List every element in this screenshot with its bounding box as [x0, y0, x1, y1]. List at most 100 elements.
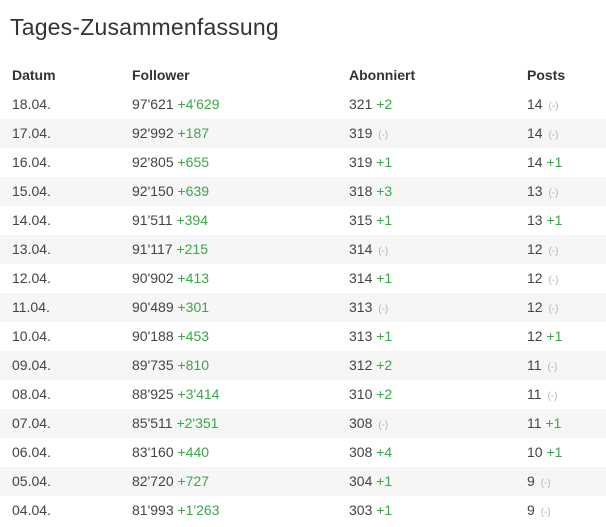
follower-cell: 83'160 +440 — [132, 438, 209, 467]
follower-cell-value: 90'489 — [132, 299, 174, 315]
posts-cell-delta: +1 — [546, 154, 563, 170]
follower-cell: 92'805 +655 — [132, 148, 209, 177]
date-cell: 16.04. — [12, 148, 51, 177]
posts-cell-value: 11 — [527, 386, 542, 402]
posts-cell-value: 13 — [527, 183, 543, 199]
follower-cell: 90'489 +301 — [132, 293, 209, 322]
subscribed-cell-delta: +1 — [376, 212, 393, 228]
posts-cell-delta: (-) — [540, 478, 551, 489]
posts-cell-delta: (-) — [548, 188, 559, 199]
subscribed-cell-delta: (-) — [378, 130, 389, 141]
posts-cell-value: 12 — [527, 299, 543, 315]
subscribed-cell: 308 (-) — [349, 409, 388, 440]
posts-cell: 12 (-) — [527, 293, 558, 324]
posts-cell: 13 (-) — [527, 177, 558, 208]
posts-cell-delta: (-) — [548, 246, 559, 257]
column-header-posts: Posts — [527, 67, 566, 83]
subscribed-cell-value: 319 — [349, 154, 373, 170]
date-cell-value: 04.04. — [12, 502, 51, 518]
follower-cell: 89'735 +810 — [132, 351, 209, 380]
subscribed-cell-value: 308 — [349, 415, 373, 431]
subscribed-cell: 304 +1 — [349, 467, 392, 496]
subscribed-cell-value: 314 — [349, 241, 373, 257]
follower-cell-value: 90'188 — [132, 328, 174, 344]
posts-cell-value: 11 — [527, 415, 542, 431]
subscribed-cell: 312 +2 — [349, 351, 392, 380]
posts-cell: 9 (-) — [527, 467, 551, 498]
posts-cell-value: 10 — [527, 444, 543, 460]
subscribed-cell-value: 303 — [349, 502, 373, 518]
posts-cell-delta: +1 — [546, 328, 563, 344]
date-cell-value: 11.04. — [12, 299, 50, 315]
date-cell-value: 16.04. — [12, 154, 51, 170]
subscribed-cell-value: 308 — [349, 444, 373, 460]
date-cell-value: 15.04. — [12, 183, 51, 199]
follower-cell-value: 92'992 — [132, 125, 174, 141]
subscribed-cell: 314 +1 — [349, 264, 392, 293]
table-row: 13.04. 91'117 +215 314 (-) 12 (-) — [0, 235, 606, 264]
subscribed-cell-value: 313 — [349, 328, 373, 344]
posts-cell-value: 9 — [527, 473, 535, 489]
follower-cell-delta: +413 — [177, 270, 210, 286]
date-cell-value: 09.04. — [12, 357, 51, 373]
follower-cell-value: 88'925 — [132, 386, 174, 402]
follower-cell-delta: +215 — [176, 241, 209, 257]
table-row: 16.04. 92'805 +655 319 +1 14 +1 — [0, 148, 606, 177]
table-row: 14.04. 91'511 +394 315 +1 13 +1 — [0, 206, 606, 235]
subscribed-cell-value: 319 — [349, 125, 373, 141]
table-row: 04.04. 81'993 +1'263 303 +1 9 (-) — [0, 496, 606, 525]
follower-cell-value: 83'160 — [132, 444, 174, 460]
subscribed-cell-delta: +1 — [376, 473, 393, 489]
posts-cell-value: 11 — [527, 357, 542, 373]
subscribed-cell: 313 +1 — [349, 322, 392, 351]
follower-cell: 92'150 +639 — [132, 177, 209, 206]
follower-cell-delta: +440 — [177, 444, 210, 460]
follower-cell-value: 90'902 — [132, 270, 174, 286]
subscribed-cell-value: 313 — [349, 299, 373, 315]
subscribed-cell: 319 (-) — [349, 119, 388, 150]
posts-cell: 12 +1 — [527, 322, 562, 351]
posts-cell-delta: +1 — [546, 444, 563, 460]
follower-cell-delta: +727 — [177, 473, 210, 489]
date-cell: 06.04. — [12, 438, 51, 467]
follower-cell-delta: +810 — [177, 357, 210, 373]
column-header-follower: Follower — [132, 67, 190, 83]
subscribed-cell-value: 304 — [349, 473, 373, 489]
subscribed-cell-value: 315 — [349, 212, 373, 228]
follower-cell: 88'925 +3'414 — [132, 380, 220, 409]
table-header-row: Datum Follower Abonniert Posts — [0, 60, 606, 90]
date-cell-value: 07.04. — [12, 415, 51, 431]
posts-cell-value: 12 — [527, 270, 543, 286]
posts-cell: 13 +1 — [527, 206, 562, 235]
posts-cell: 12 (-) — [527, 235, 558, 266]
date-cell-value: 10.04. — [12, 328, 51, 344]
subscribed-cell-value: 318 — [349, 183, 373, 199]
subscribed-cell-delta: +2 — [376, 357, 393, 373]
follower-cell-value: 82'720 — [132, 473, 174, 489]
date-cell: 18.04. — [12, 90, 51, 119]
posts-cell: 14 +1 — [527, 148, 562, 177]
date-cell: 11.04. — [12, 293, 50, 322]
table-row: 10.04. 90'188 +453 313 +1 12 +1 — [0, 322, 606, 351]
date-cell-value: 06.04. — [12, 444, 51, 460]
subscribed-cell-delta: (-) — [378, 420, 389, 431]
subscribed-cell-delta: (-) — [378, 246, 389, 257]
date-cell-value: 05.04. — [12, 473, 51, 489]
date-cell: 10.04. — [12, 322, 51, 351]
table-row: 05.04. 82'720 +727 304 +1 9 (-) — [0, 467, 606, 496]
posts-cell-delta: (-) — [547, 362, 558, 373]
follower-cell-delta: +453 — [177, 328, 210, 344]
posts-cell: 11 (-) — [527, 351, 557, 382]
subscribed-cell-delta: +1 — [376, 328, 393, 344]
follower-cell-value: 91'511 — [132, 212, 173, 228]
follower-cell-delta: +1'263 — [177, 502, 220, 518]
follower-cell: 92'992 +187 — [132, 119, 209, 148]
subscribed-cell: 315 +1 — [349, 206, 392, 235]
subscribed-cell: 310 +2 — [349, 380, 392, 409]
follower-cell-delta: +187 — [177, 125, 210, 141]
follower-cell-value: 89'735 — [132, 357, 174, 373]
follower-cell-delta: +639 — [177, 183, 210, 199]
column-header-subscribed: Abonniert — [349, 67, 416, 83]
date-cell: 14.04. — [12, 206, 51, 235]
